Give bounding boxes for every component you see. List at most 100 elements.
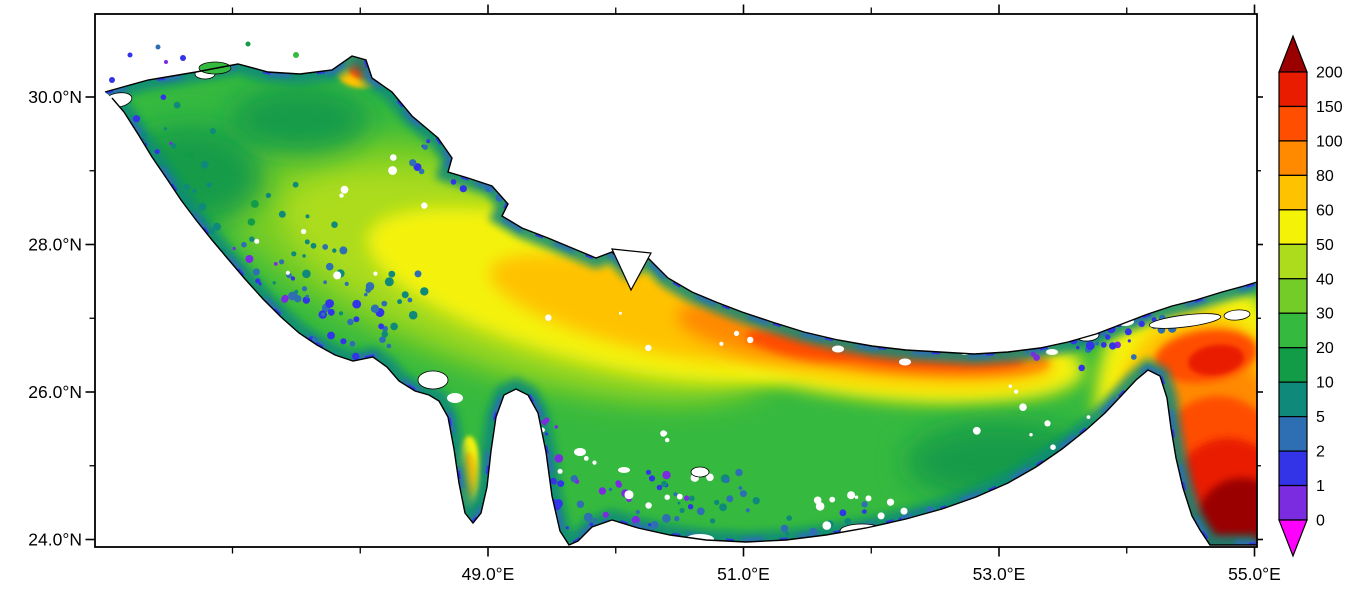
speckle [854,495,859,499]
speckle [281,294,289,302]
speckle [413,163,422,172]
colorbar-tick-label: 60 [1316,202,1334,219]
speckle [170,143,177,149]
offshore-speck [180,55,186,61]
speckle [333,271,342,280]
speckle [285,270,290,275]
island-qeshm [1148,313,1222,329]
speckle [254,238,260,244]
speckle [364,292,368,297]
speckle [631,515,640,524]
island [574,448,586,456]
speckle [245,255,254,263]
speckle [1078,364,1085,372]
lat-tick-label: 28.0°N [28,235,82,255]
speckle [386,343,392,349]
speckle [709,518,716,524]
speckle [384,277,394,287]
speckle [598,487,607,495]
plot-frame [94,13,1258,548]
speckle [1033,354,1040,361]
speckle [544,432,549,436]
island [899,358,911,366]
speckle [615,480,622,486]
speckle [352,352,360,361]
speckle [310,242,317,249]
speckle [321,312,326,317]
speckle [302,254,306,258]
speckle [786,515,792,521]
speckle [327,308,335,316]
lon-tick-label: 53.0°E [973,564,1026,584]
colorbar-tick-label: 100 [1316,133,1343,150]
speckle [815,502,825,511]
axes-layer: 49.0°E 51.0°E 53.0°E 55.0°E 30.0°N 28.0°N 26.0… [28,4,1281,584]
speckle [265,192,272,199]
speckle [745,508,750,513]
speckle [258,282,262,286]
speckle [279,259,285,265]
speckle [302,296,310,304]
speckle [422,144,428,150]
speckle [250,199,259,208]
speckle [752,497,760,505]
speckle [132,115,141,123]
speckle [201,218,206,224]
colorbar-segment [1278,484,1308,521]
island [618,467,630,473]
speckle [373,271,378,276]
colorbar-segment [1278,71,1308,108]
speckle [327,331,335,340]
colorbar-segment [1278,243,1308,280]
speckle [388,166,397,175]
colorbar-tick-label: 10 [1316,375,1334,392]
speckle [407,297,413,303]
speckle [574,479,580,484]
speckle [648,475,656,482]
speckle [650,521,659,529]
colorbar-segment [1278,174,1308,211]
speckle [912,511,918,517]
colorbar-segment [1278,381,1308,418]
speckle [839,509,847,517]
speckle [232,246,236,251]
speckle [209,128,216,134]
speckle [200,160,209,169]
speckle [418,168,425,175]
speckle [294,295,302,303]
speckle [696,507,705,516]
speckle [140,131,147,138]
speckle [381,300,388,307]
speckle [1019,403,1027,412]
speckle [714,499,720,506]
colorbar-tick-label: 40 [1316,271,1334,288]
colorbar-tick-label: 2 [1316,444,1325,461]
speckle [664,494,670,500]
speckle [679,507,685,514]
colorbar-segment [1278,105,1308,142]
speckle [635,509,640,515]
colorbar-tick-label: 50 [1316,237,1334,254]
speckle [1124,328,1132,336]
speckle [401,291,409,299]
depth-band-strait [1188,344,1244,376]
speckle [822,521,832,530]
offshore-speck [164,60,168,64]
speckle [339,193,344,198]
speckle [154,149,160,155]
speckle [645,469,652,475]
speckle [684,495,690,501]
speckle [1138,320,1145,327]
speckle [665,437,670,443]
speckle [198,202,207,211]
speckle [379,336,386,343]
speckle [290,276,296,281]
speckle [340,185,349,194]
speckle [186,150,195,160]
lon-tick-label: 55.0°E [1228,564,1281,584]
speckle [687,504,694,510]
speckle [421,202,428,209]
speckle [352,299,362,309]
speckle [735,468,743,477]
